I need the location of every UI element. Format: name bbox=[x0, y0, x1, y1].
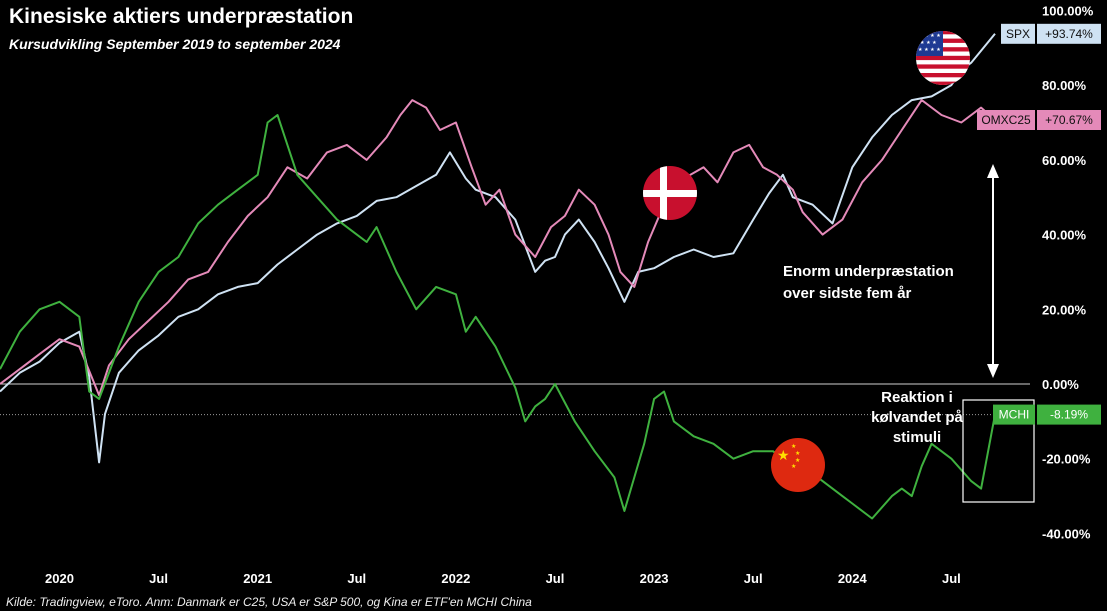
gap-arrow-head-bottom bbox=[987, 364, 999, 378]
source-note: Kilde: Tradingview, eToro. Anm: Danmark … bbox=[6, 595, 532, 609]
y-tick-label: 60.00% bbox=[1042, 153, 1087, 168]
y-tick-label: 0.00% bbox=[1042, 377, 1079, 392]
svg-text:★ ★ ★: ★ ★ ★ bbox=[920, 40, 937, 46]
stimuli-text-line-2: kølvandet på bbox=[871, 409, 963, 426]
series-tag-value: +93.74% bbox=[1045, 27, 1093, 41]
stimuli-text-line-3: stimuli bbox=[893, 429, 941, 446]
series-layer bbox=[0, 33, 996, 520]
series-line-mchi bbox=[0, 114, 996, 520]
svg-text:★: ★ bbox=[791, 443, 796, 450]
chart-subtitle: Kursudvikling September 2019 to septembe… bbox=[9, 36, 341, 52]
x-tick-label: 2024 bbox=[838, 571, 868, 586]
stimuli-highlight-box bbox=[962, 399, 1035, 503]
series-tag-name: SPX bbox=[1006, 27, 1030, 41]
y-tick-label: 80.00% bbox=[1042, 78, 1087, 93]
x-tick-label: 2022 bbox=[441, 571, 470, 586]
svg-text:★: ★ bbox=[795, 457, 800, 464]
x-tick-label: Jul bbox=[546, 571, 565, 586]
series-line-omxc25 bbox=[0, 99, 996, 397]
y-tick-label: 20.00% bbox=[1042, 302, 1087, 317]
y-tick-label: -40.00% bbox=[1042, 526, 1091, 541]
x-tick-label: 2020 bbox=[45, 571, 74, 586]
series-tag-value-bg bbox=[1037, 109, 1101, 130]
annotation-layer: Enorm underpræstation over sidste fem år… bbox=[643, 31, 1035, 503]
x-tick-label: Jul bbox=[149, 571, 168, 586]
x-tick-label: 2021 bbox=[243, 571, 272, 586]
svg-text:★: ★ bbox=[791, 463, 796, 470]
grid-layer bbox=[0, 383, 1030, 416]
gap-text-line-1: Enorm underpræstation bbox=[783, 263, 954, 280]
series-tag-spx: SPX +93.74% bbox=[1001, 23, 1101, 44]
chart-title: Kinesiske aktiers underpræstation bbox=[9, 5, 354, 28]
series-tag-name-bg bbox=[977, 109, 1035, 130]
x-tick-label: Jul bbox=[942, 571, 961, 586]
x-tick-label: 2023 bbox=[640, 571, 669, 586]
x-tick-label: Jul bbox=[347, 571, 366, 586]
y-tick-label: 40.00% bbox=[1042, 228, 1087, 243]
svg-text:★ ★ ★ ★: ★ ★ ★ ★ bbox=[918, 33, 941, 39]
series-tag-name: MCHI bbox=[999, 408, 1030, 422]
series-tag-omxc25: OMXC25 +70.67% bbox=[977, 109, 1101, 130]
series-tag-name: OMXC25 bbox=[981, 113, 1031, 127]
gap-arrow-head-top bbox=[987, 164, 999, 178]
series-tag-value: +70.67% bbox=[1045, 113, 1093, 127]
series-tag-value: -8.19% bbox=[1050, 408, 1088, 422]
series-tag-name-bg bbox=[993, 404, 1035, 425]
series-line-spx bbox=[0, 33, 996, 464]
gap-text-line-2: over sidste fem år bbox=[783, 285, 912, 302]
series-tag-value-bg bbox=[1037, 23, 1101, 44]
series-tag-mchi: MCHI -8.19% bbox=[993, 404, 1101, 425]
svg-text:★ ★ ★ ★: ★ ★ ★ ★ bbox=[918, 47, 941, 53]
x-tick-label: Jul bbox=[744, 571, 763, 586]
y-tick-label: -20.00% bbox=[1042, 452, 1091, 467]
usa-flag-icon: ★ ★ ★ ★ ★ ★ ★ ★ ★ ★ ★ bbox=[916, 31, 970, 85]
series-tags: SPX +93.74% OMXC25 +70.67% MCHI -8.19% bbox=[977, 23, 1101, 425]
svg-text:★: ★ bbox=[777, 448, 790, 464]
svg-text:★: ★ bbox=[795, 450, 800, 457]
series-tag-value-bg bbox=[1037, 404, 1101, 425]
china-flag-icon: ★ ★ ★ ★ ★ bbox=[771, 438, 825, 492]
axis-layer: 100.00% 80.00% 60.00% 40.00% 20.00% 0.00% -20.… bbox=[45, 3, 1094, 586]
stimuli-text-line-1: Reaktion i bbox=[881, 389, 953, 406]
series-tag-name-bg bbox=[1001, 23, 1035, 44]
denmark-flag-icon bbox=[643, 166, 697, 220]
y-tick-label: 100.00% bbox=[1042, 3, 1094, 18]
